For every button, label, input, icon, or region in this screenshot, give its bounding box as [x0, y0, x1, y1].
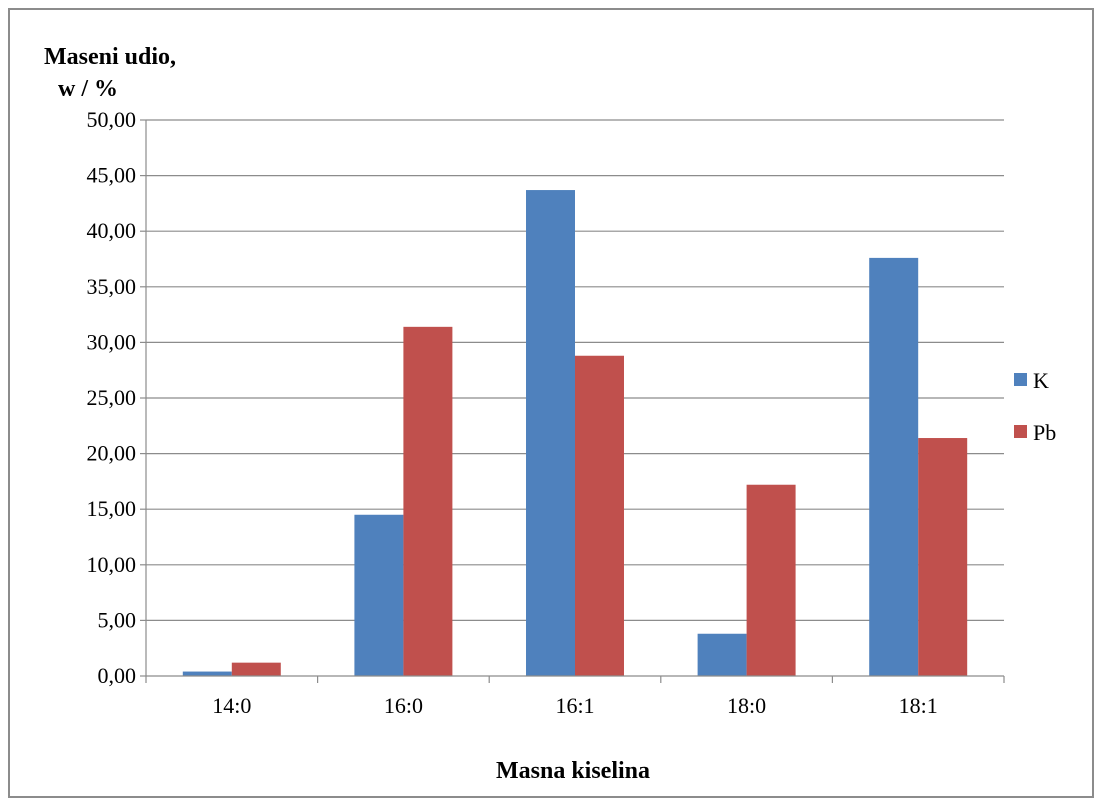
y-tick-label: 30,00 [87, 329, 137, 354]
bar-pb-18-0 [746, 484, 796, 676]
y-tick-label: 15,00 [87, 496, 137, 521]
x-tick-label: 14:0 [212, 693, 251, 718]
y-tick-label: 50,00 [87, 107, 137, 132]
y-tick-label: 20,00 [87, 441, 137, 466]
bars [182, 190, 968, 676]
x-tick-label: 16:1 [555, 693, 594, 718]
bar-k-18-1 [869, 257, 919, 676]
y-tick-label: 5,00 [98, 607, 137, 632]
y-tick-label: 0,00 [98, 663, 137, 688]
x-tick-labels: 14:0 16:0 16:1 18:0 18:1 [212, 693, 938, 718]
y-tick-label: 45,00 [87, 163, 137, 188]
legend-swatch-k [1014, 373, 1027, 386]
bar-pb-16-0 [403, 326, 453, 676]
x-axis-label: Masna kiselina [496, 758, 650, 784]
y-tick-label: 35,00 [87, 274, 137, 299]
x-tick-label: 18:1 [899, 693, 938, 718]
bar-pb-16-1 [575, 355, 624, 676]
axes [145, 120, 1005, 683]
y-axis-label-line2: w / % [58, 76, 118, 102]
legend-swatch-pb [1014, 425, 1027, 438]
bar-pb-14-0 [231, 662, 281, 676]
y-axis-label-line1: Maseni udio, [44, 44, 176, 70]
legend-label-pb: Pb [1033, 420, 1056, 445]
y-tick-labels: 0,00 5,00 10,00 15,00 20,00 25,00 30,00 35,00 40… [87, 107, 137, 688]
y-tick-label: 10,00 [87, 552, 137, 577]
legend: K Pb [1014, 368, 1056, 445]
bar-pb-18-1 [918, 438, 968, 676]
x-tick-label: 18:0 [727, 693, 766, 718]
bar-k-18-0 [697, 633, 747, 676]
y-tick-label: 25,00 [87, 385, 137, 410]
legend-label-k: K [1033, 368, 1049, 393]
y-tick-label: 40,00 [87, 218, 137, 243]
bar-k-14-0 [182, 671, 232, 676]
bar-k-16-1 [526, 190, 575, 676]
bar-k-16-0 [354, 514, 404, 676]
x-tick-label: 16:0 [384, 693, 423, 718]
